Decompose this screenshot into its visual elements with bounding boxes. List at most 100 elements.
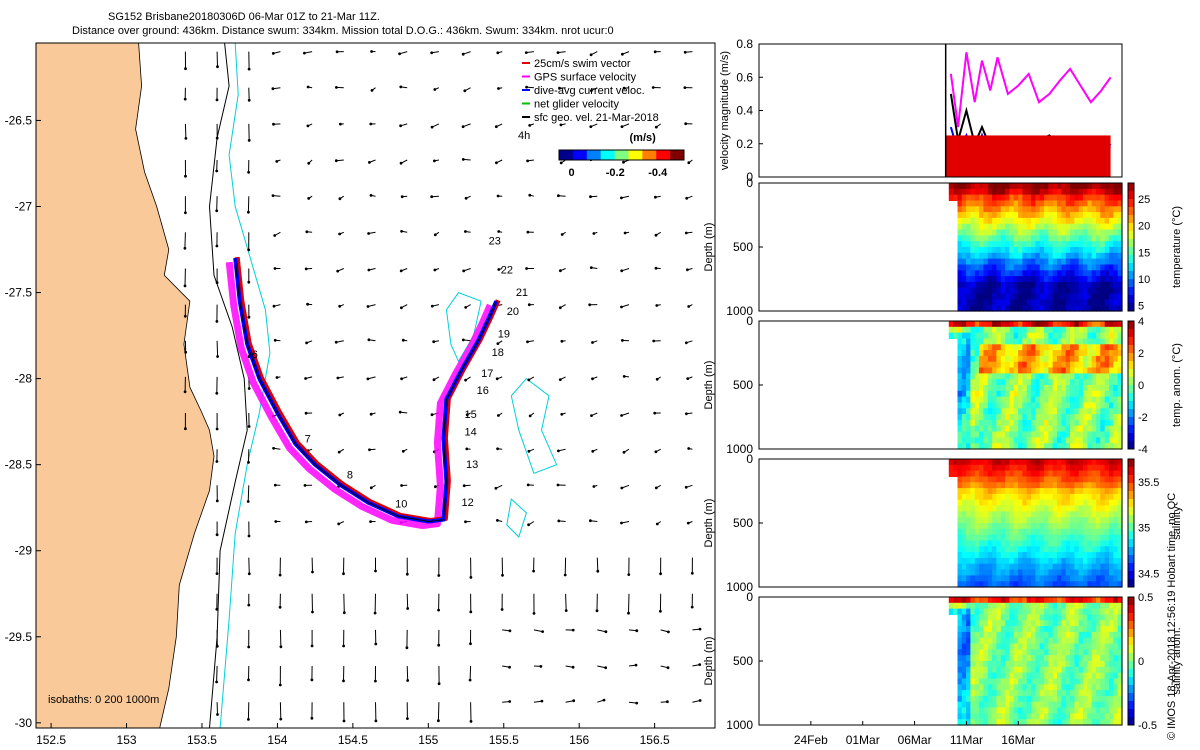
heatmap-cell xyxy=(1113,223,1119,231)
heatmap-cell xyxy=(974,678,980,685)
heatmap-cell xyxy=(1005,305,1010,312)
heatmap-cell xyxy=(1044,379,1049,386)
heatmap-cell xyxy=(1100,666,1106,674)
heatmap-cell xyxy=(1065,437,1071,444)
heatmap-cell xyxy=(1074,367,1080,374)
heatmap-cell xyxy=(1048,546,1054,553)
heatmap-cell xyxy=(1022,252,1028,260)
heatmap-cell xyxy=(974,459,980,466)
heatmap-cell xyxy=(996,511,1002,518)
heatmap-cell xyxy=(1031,597,1036,604)
heatmap-cell xyxy=(1065,385,1071,392)
heatmap-cell xyxy=(974,690,980,697)
geo-velocity-arrow xyxy=(216,340,220,358)
heatmap-cell xyxy=(1117,534,1123,541)
geo-velocity-arrow xyxy=(432,340,439,344)
heatmap-cell xyxy=(1005,431,1010,438)
heatmap-cell xyxy=(1074,299,1080,306)
heatmap-cell xyxy=(996,419,1002,427)
heatmap-cell xyxy=(1100,293,1106,300)
heatmap-cell xyxy=(1087,499,1093,507)
geo-velocity-arrow xyxy=(565,699,576,703)
heatmap-cell xyxy=(1061,264,1067,271)
heatmap-cell xyxy=(983,695,989,703)
heatmap-cell xyxy=(983,241,989,248)
heatmap-cell xyxy=(1018,229,1023,236)
heatmap-cell xyxy=(996,540,1002,547)
heatmap-cell xyxy=(1013,241,1019,248)
heatmap-cell xyxy=(1048,235,1054,242)
heatmap-cell xyxy=(966,258,971,265)
heatmap-cell xyxy=(1100,459,1106,466)
heatmap-cell xyxy=(983,608,989,615)
heatmap-cell xyxy=(1000,575,1006,582)
heatmap-cell xyxy=(970,367,976,374)
heatmap-cell xyxy=(1070,661,1075,668)
heatmap-cell xyxy=(1009,678,1015,685)
heatmap-cell xyxy=(1039,597,1045,604)
heatmap-cell xyxy=(1048,212,1054,219)
heatmap-cell xyxy=(1083,326,1088,334)
heatmap-cell xyxy=(996,183,1002,190)
heatmap-cell xyxy=(1100,540,1106,547)
heatmap-cell xyxy=(1057,614,1062,621)
heatmap-cell xyxy=(996,241,1002,248)
heatmap-cell xyxy=(1087,293,1093,300)
heatmap-cell xyxy=(1057,552,1062,559)
heatmap-cell xyxy=(1078,437,1084,444)
heatmap-cell xyxy=(1000,482,1006,489)
depth-tick-label: 1000 xyxy=(726,718,753,732)
heatmap-cell xyxy=(957,390,963,398)
panel-colorbar-tick-label: 35 xyxy=(1138,523,1150,535)
heatmap-cell xyxy=(979,540,984,547)
heatmap-cell xyxy=(1005,281,1010,289)
heatmap-cell xyxy=(983,206,989,213)
heatmap-cell xyxy=(1074,666,1080,674)
heatmap-cell xyxy=(1065,241,1071,248)
heatmap-cell xyxy=(974,247,980,254)
heatmap-cell xyxy=(1109,701,1114,709)
heatmap-cell xyxy=(1070,361,1075,369)
heatmap-cell xyxy=(1070,229,1075,236)
heatmap-cell xyxy=(1070,701,1075,709)
heatmap-cell xyxy=(966,557,971,565)
heatmap-cell xyxy=(1031,299,1036,306)
heatmap-cell xyxy=(983,344,989,351)
heatmap-cell xyxy=(1113,505,1119,512)
heatmap-cell xyxy=(1100,597,1106,604)
heatmap-cell xyxy=(1096,482,1101,489)
heatmap-cell xyxy=(1074,695,1080,703)
heatmap-cell xyxy=(1091,338,1097,345)
heatmap-cell xyxy=(1109,379,1114,386)
heatmap-cell xyxy=(957,200,963,207)
heatmap-cell xyxy=(1039,437,1045,444)
heatmap-cell xyxy=(992,661,997,668)
heatmap-cell xyxy=(1057,540,1062,547)
heatmap-cell xyxy=(987,655,993,662)
heatmap-cell xyxy=(1018,620,1023,627)
heatmap-cell xyxy=(970,470,976,477)
heatmap-cell xyxy=(1104,649,1110,656)
heatmap-cell xyxy=(957,258,963,265)
heatmap-cell xyxy=(966,707,971,714)
heatmap-cell xyxy=(1026,200,1032,207)
heatmap-cell xyxy=(996,488,1002,495)
geo-velocity-arrow xyxy=(401,448,408,453)
heatmap-cell xyxy=(1031,678,1036,685)
heatmap-cell xyxy=(1022,614,1028,621)
heatmap-cell xyxy=(1087,200,1093,207)
heatmap-cell xyxy=(1026,373,1032,380)
heatmap-cell xyxy=(961,305,967,312)
heatmap-cell xyxy=(1091,258,1097,265)
heatmap-cell xyxy=(1035,431,1041,438)
heatmap-cell xyxy=(1065,287,1071,295)
heatmap-cell xyxy=(1052,287,1058,295)
heatmap-cell xyxy=(1000,367,1006,374)
heatmap-cell xyxy=(1100,517,1106,524)
geo-velocity-arrow xyxy=(589,123,598,129)
heatmap-cell xyxy=(1061,575,1067,582)
heatmap-cell xyxy=(1018,666,1023,674)
heatmap-cell xyxy=(1009,194,1015,201)
heatmap-cell xyxy=(1100,672,1106,679)
panel-colorbar-segment xyxy=(1128,499,1134,508)
